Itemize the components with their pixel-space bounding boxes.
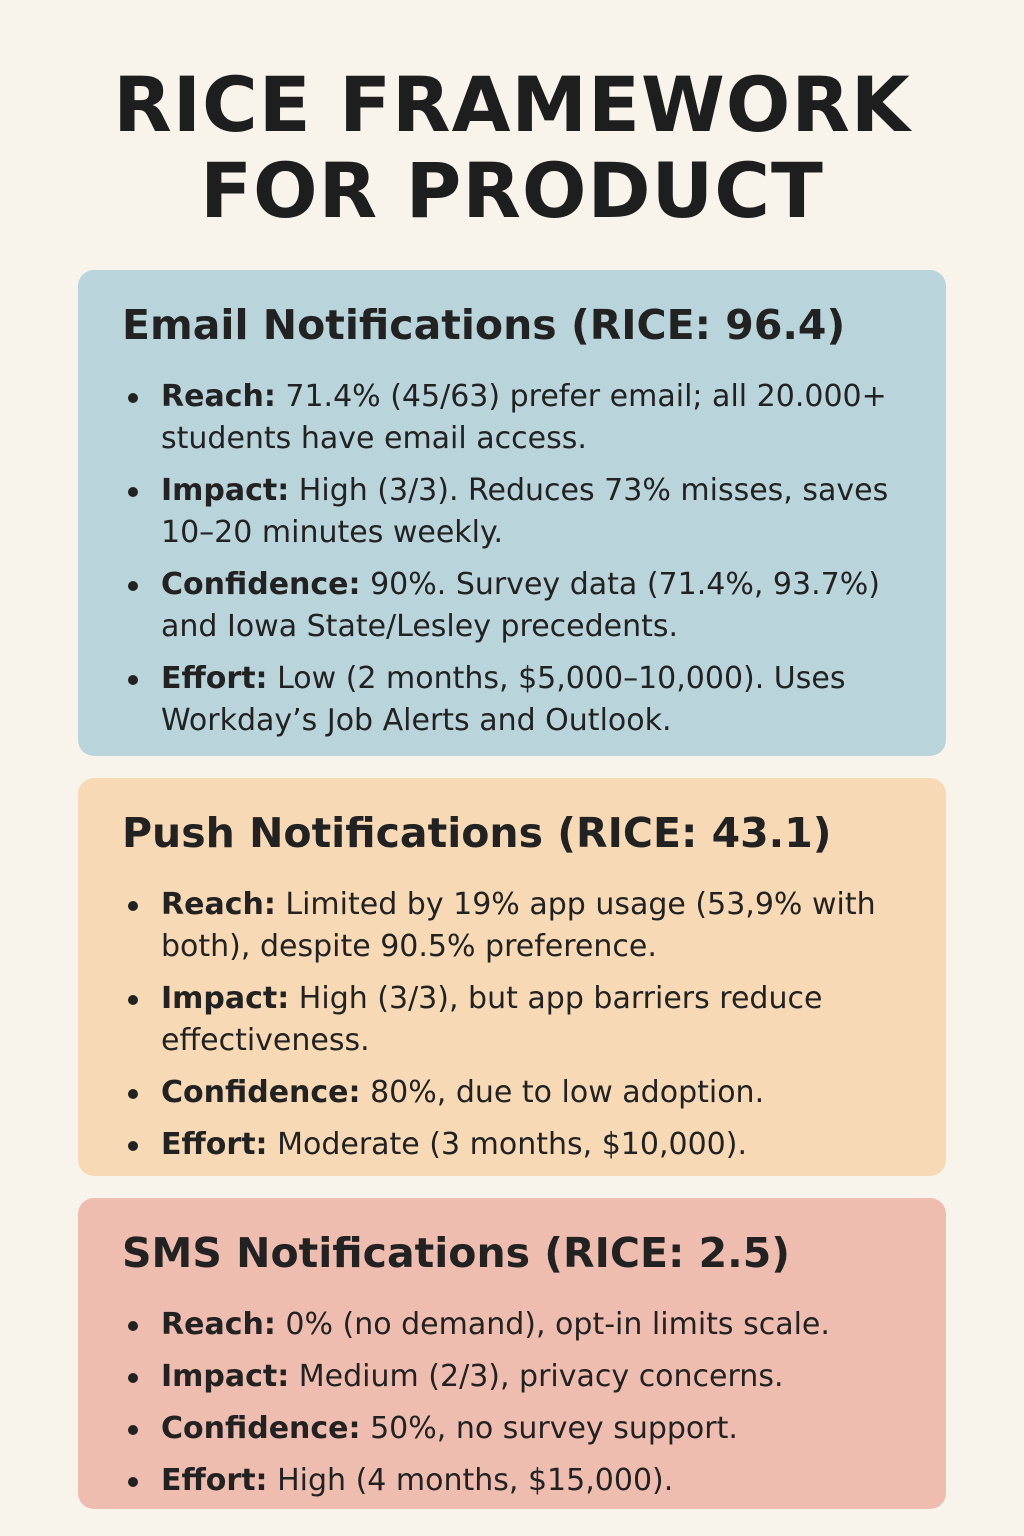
criterion-label: Confidence:: [161, 1411, 361, 1446]
criterion-text: 71.4% (45/63) prefer email; all 20.000+ …: [161, 379, 887, 456]
card-criteria-list: Reach: 0% (no demand), opt-in limits sca…: [122, 1304, 912, 1502]
bullet-icon: [128, 1089, 138, 1099]
page-title: RICE FRAMEWORK FOR PRODUCT: [0, 62, 1024, 234]
criterion-label: Reach:: [161, 379, 276, 414]
criterion-text: Medium (2/3), privacy concerns.: [289, 1359, 784, 1394]
list-item-confidence: Confidence: 50%, no survey support.: [122, 1408, 912, 1450]
bullet-icon: [128, 1321, 138, 1331]
bullet-icon: [128, 1477, 138, 1487]
criterion-label: Impact:: [161, 473, 290, 508]
card-criteria-list: Reach: Limited by 19% app usage (53,9% w…: [122, 884, 912, 1166]
criterion-label: Confidence:: [161, 567, 361, 602]
card-criteria-list: Reach: 71.4% (45/63) prefer email; all 2…: [122, 376, 912, 742]
criterion-text: High (3/3). Reduces 73% misses, saves 10…: [161, 473, 889, 550]
list-item-impact: Impact: Medium (2/3), privacy concerns.: [122, 1356, 912, 1398]
criterion-text: 50%, no survey support.: [360, 1411, 738, 1446]
page-title-line-2: FOR PRODUCT: [200, 146, 824, 235]
list-item-impact: Impact: High (3/3), but app barriers red…: [122, 978, 912, 1062]
list-item-effort: Effort: High (4 months, $15,000).: [122, 1460, 912, 1502]
criterion-text: Limited by 19% app usage (53,9% with bot…: [161, 887, 876, 964]
bullet-icon: [128, 393, 138, 403]
card-email-notifications: Email Notifications (RICE: 96.4) Reach: …: [78, 270, 946, 756]
card-heading: Email Notifications (RICE: 96.4): [122, 301, 846, 349]
bullet-icon: [128, 1141, 138, 1151]
bullet-icon: [128, 487, 138, 497]
list-item-effort: Effort: Low (2 months, $5,000–10,000). U…: [122, 658, 912, 742]
list-item-impact: Impact: High (3/3). Reduces 73% misses, …: [122, 470, 912, 554]
criterion-text: Low (2 months, $5,000–10,000). Uses Work…: [161, 661, 846, 738]
criterion-text: Moderate (3 months, $10,000).: [267, 1127, 747, 1162]
criterion-label: Effort:: [161, 1463, 268, 1498]
bullet-icon: [128, 675, 138, 685]
page-title-line-1: RICE FRAMEWORK: [113, 60, 911, 149]
card-heading: Push Notifications (RICE: 43.1): [122, 809, 832, 857]
criterion-text: 80%, due to low adoption.: [360, 1075, 765, 1110]
card-heading: SMS Notifications (RICE: 2.5): [122, 1229, 791, 1277]
criterion-label: Confidence:: [161, 1075, 361, 1110]
bullet-icon: [128, 581, 138, 591]
list-item-reach: Reach: 0% (no demand), opt-in limits sca…: [122, 1304, 912, 1346]
bullet-icon: [128, 901, 138, 911]
list-item-confidence: Confidence: 80%, due to low adoption.: [122, 1072, 912, 1114]
list-item-reach: Reach: 71.4% (45/63) prefer email; all 2…: [122, 376, 912, 460]
card-push-notifications: Push Notifications (RICE: 43.1) Reach: L…: [78, 778, 946, 1176]
criterion-label: Effort:: [161, 1127, 268, 1162]
criterion-label: Effort:: [161, 661, 268, 696]
bullet-icon: [128, 1425, 138, 1435]
criterion-label: Reach:: [161, 887, 276, 922]
bullet-icon: [128, 995, 138, 1005]
list-item-reach: Reach: Limited by 19% app usage (53,9% w…: [122, 884, 912, 968]
criterion-text: 90%. Survey data (71.4%, 93.7%) and Iowa…: [161, 567, 880, 644]
bullet-icon: [128, 1373, 138, 1383]
criterion-text: High (4 months, $15,000).: [267, 1463, 674, 1498]
card-sms-notifications: SMS Notifications (RICE: 2.5) Reach: 0% …: [78, 1198, 946, 1509]
criterion-text: 0% (no demand), opt-in limits scale.: [275, 1307, 830, 1342]
criterion-label: Reach:: [161, 1307, 276, 1342]
list-item-effort: Effort: Moderate (3 months, $10,000).: [122, 1124, 912, 1166]
criterion-text: High (3/3), but app barriers reduce effe…: [161, 981, 823, 1058]
criterion-label: Impact:: [161, 1359, 290, 1394]
criterion-label: Impact:: [161, 981, 290, 1016]
list-item-confidence: Confidence: 90%. Survey data (71.4%, 93.…: [122, 564, 912, 648]
